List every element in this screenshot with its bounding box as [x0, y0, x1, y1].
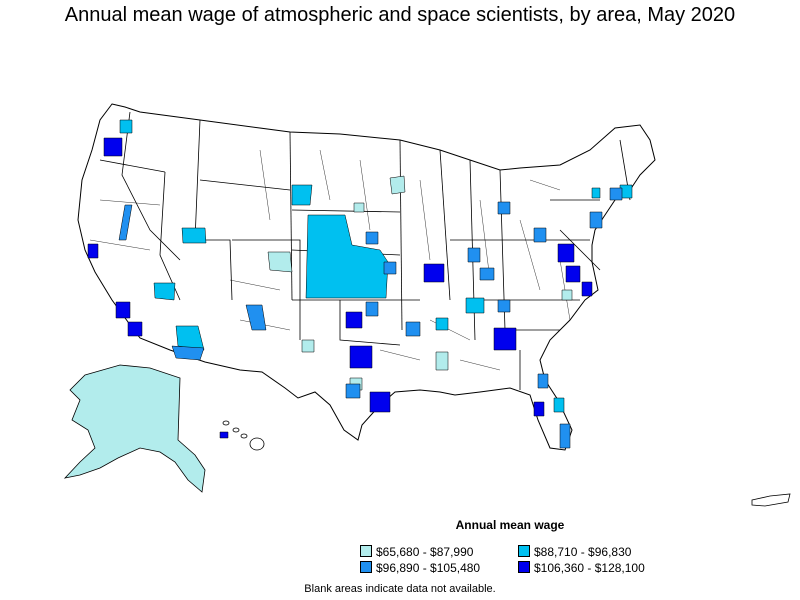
wage-areas — [87, 119, 633, 449]
area-tier-4 — [533, 401, 545, 417]
area-tier-1 — [389, 175, 406, 195]
area-tier-3 — [533, 227, 547, 243]
legend-swatch — [518, 545, 530, 557]
legend-swatch — [518, 561, 530, 573]
legend-label: $65,680 - $87,990 — [376, 545, 474, 559]
area-tier-2 — [291, 184, 313, 206]
legend-item-tier-1: $65,680 - $87,990 — [360, 545, 473, 559]
area-tier-4 — [345, 311, 363, 329]
area-tier-1 — [561, 289, 573, 301]
area-tier-4 — [565, 265, 581, 283]
area-tier-3 — [405, 321, 421, 337]
area-tier-2 — [553, 397, 565, 413]
area-tier-2 — [465, 297, 485, 314]
legend-item-tier-4: $106,360 - $128,100 — [518, 561, 645, 575]
area-tier-3 — [245, 304, 267, 331]
blank-areas-note: Blank areas indicate data not available. — [304, 583, 496, 595]
area-tier-1 — [301, 339, 315, 353]
legend-item-tier-2: $88,710 - $96,830 — [518, 545, 631, 559]
area-tier-3 — [467, 247, 481, 263]
area-tier-3 — [365, 231, 379, 245]
area-tier-3 — [609, 187, 623, 201]
area-tier-3 — [479, 267, 495, 281]
area-tier-3 — [497, 201, 511, 215]
area-tier-4 — [127, 321, 143, 337]
area-tier-2 — [181, 227, 207, 244]
legend-title: Annual mean wage — [455, 518, 565, 532]
area-tier-4 — [103, 137, 123, 157]
area-tier-1 — [353, 202, 365, 213]
legend-swatch — [360, 561, 372, 573]
area-tier-4 — [87, 243, 99, 259]
legend-swatch — [360, 545, 372, 557]
area-tier-4 — [581, 281, 593, 297]
area-tier-2 — [591, 187, 601, 199]
area-tier-2 — [435, 317, 449, 331]
area-tier-4 — [115, 301, 131, 319]
area-tier-3 — [537, 373, 549, 389]
area-tier-4 — [423, 263, 445, 283]
area-tier-4 — [493, 327, 517, 351]
area-tier-3 — [497, 299, 511, 313]
area-tier-3 — [365, 301, 379, 317]
area-tier-2 — [119, 119, 133, 134]
area-tier-4 — [369, 391, 391, 413]
area-tier-3 — [559, 423, 571, 449]
area-tier-2 — [305, 214, 389, 299]
area-tier-2 — [153, 282, 176, 301]
legend-label: $106,360 - $128,100 — [534, 561, 645, 575]
legend-item-tier-3: $96,890 - $105,480 — [360, 561, 480, 575]
area-tier-1 — [267, 251, 293, 273]
legend-label: $88,710 - $96,830 — [534, 545, 632, 559]
area-tier-3 — [383, 261, 397, 275]
area-tier-4 — [349, 345, 373, 369]
area-tier-4 — [557, 243, 575, 263]
puerto-rico-shape — [751, 493, 791, 507]
area-tier-3 — [118, 204, 133, 241]
area-tier-3 — [589, 211, 603, 229]
hawaii-islands — [222, 420, 265, 451]
area-tier-4 — [219, 431, 229, 439]
area-tier-1 — [435, 351, 449, 371]
area-tier-3 — [345, 383, 361, 399]
legend-label: $96,890 - $105,480 — [376, 561, 481, 575]
map-title: Annual mean wage of atmospheric and spac… — [64, 4, 736, 26]
area-tier-2 — [175, 325, 205, 351]
alaska-shape — [63, 364, 206, 493]
area-tier-3 — [171, 345, 205, 361]
